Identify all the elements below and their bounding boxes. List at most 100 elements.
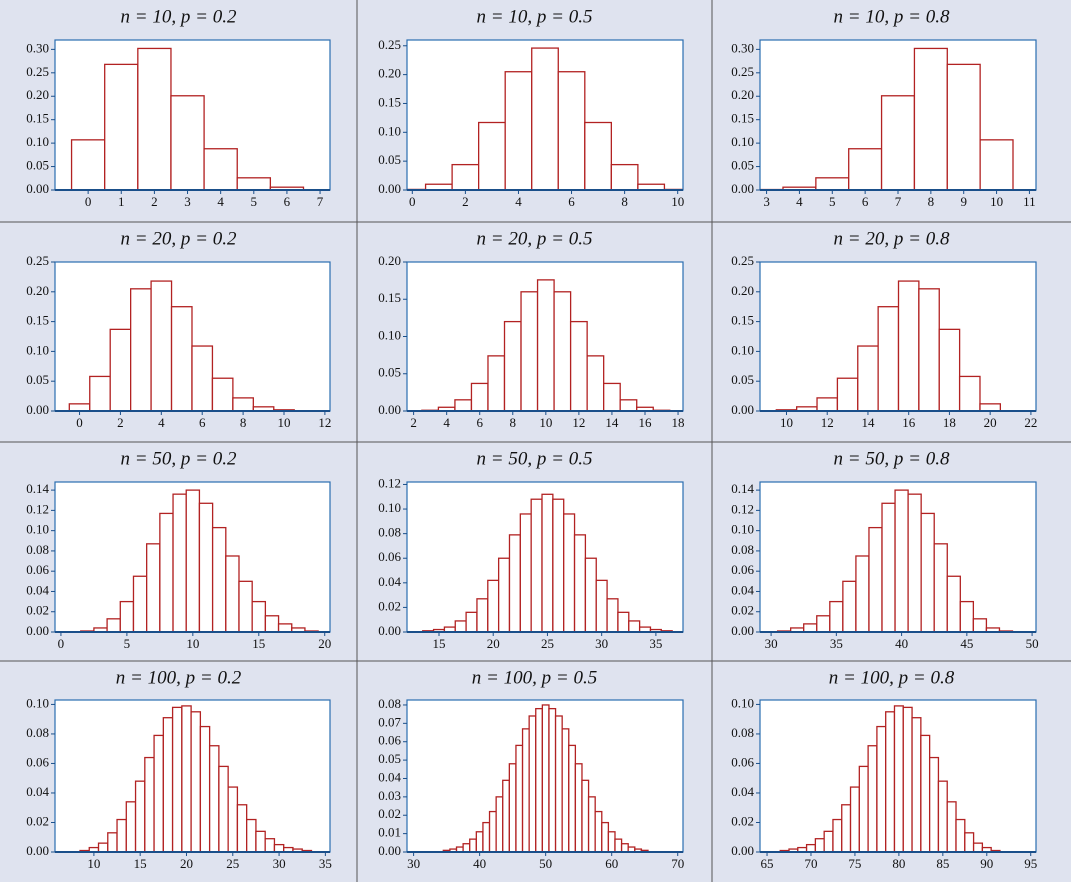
bar [615,839,622,852]
bar [878,307,898,411]
bar [877,727,886,852]
bar [200,727,209,852]
y-tick-label: 0.07 [378,714,401,729]
bar [868,746,877,852]
bar [921,513,934,632]
bar [470,839,477,852]
bar [611,165,638,190]
bar [452,165,479,190]
y-tick-label: 0.06 [731,562,754,577]
y-tick-label: 0.20 [26,87,49,102]
y-tick-label: 0.10 [26,522,49,537]
x-tick-label: 10 [671,194,684,209]
x-tick-label: 10 [186,636,199,651]
x-tick-label: 35 [649,636,662,651]
bar [237,178,270,190]
y-tick-label: 0.00 [378,181,401,196]
x-tick-label: 40 [473,856,486,871]
x-tick-label: 6 [284,194,291,209]
y-tick-label: 0.05 [26,372,49,387]
x-tick-label: 70 [804,856,817,871]
bar [934,544,947,632]
chart-title: n = 100, p = 0.8 [829,667,955,688]
y-tick-label: 0.05 [378,152,401,167]
bar [882,96,915,190]
y-tick-label: 0.15 [378,290,401,305]
bar [960,376,980,411]
bar [980,404,1000,411]
y-tick-label: 0.06 [378,733,401,748]
x-tick-label: 65 [761,856,774,871]
x-tick-label: 30 [407,856,420,871]
bar [233,398,253,411]
y-tick-label: 0.14 [26,481,49,496]
bar [256,831,265,852]
x-tick-label: 60 [605,856,618,871]
bar [108,833,117,852]
bar [856,556,869,632]
x-tick-label: 18 [943,415,956,430]
y-tick-label: 0.30 [26,40,49,55]
bar [147,544,160,632]
bar [483,823,490,852]
y-tick-label: 0.20 [378,66,401,81]
y-tick-label: 0.10 [26,342,49,357]
bar [974,843,983,852]
x-tick-label: 25 [226,856,239,871]
chart-title: n = 100, p = 0.2 [116,667,242,688]
x-tick-label: 10 [539,415,552,430]
bar [151,281,171,411]
bar [608,832,615,852]
x-tick-label: 4 [443,415,450,430]
x-tick-label: 16 [902,415,916,430]
bar [921,735,930,852]
y-tick-label: 0.04 [378,769,401,784]
bar [476,832,483,852]
chart-title: n = 50, p = 0.2 [121,448,237,469]
y-tick-label: 0.08 [26,542,49,557]
bar [192,346,212,411]
bar [463,844,470,852]
bar [479,123,506,191]
x-tick-label: 6 [568,194,575,209]
bar [212,378,232,411]
bar [622,844,629,852]
bar [509,535,520,632]
y-tick-label: 0.03 [378,788,401,803]
y-tick-label: 0.00 [731,843,754,858]
bar [807,845,816,852]
y-tick-label: 0.00 [731,402,754,417]
bar [505,72,532,190]
bar [629,621,640,632]
y-tick-label: 0.02 [731,813,754,828]
x-tick-label: 15 [252,636,265,651]
y-tick-label: 0.10 [378,327,401,342]
y-tick-label: 0.06 [731,754,754,769]
x-tick-label: 0 [85,194,92,209]
bar [930,758,939,852]
y-tick-label: 0.10 [378,123,401,138]
bar [163,718,172,852]
bar [538,280,555,411]
bar [938,781,947,852]
bar [947,576,960,632]
bar [589,797,596,852]
bar [138,48,171,190]
y-tick-label: 0.10 [26,134,49,149]
bar [509,764,516,852]
x-tick-label: 35 [319,856,332,871]
y-tick-label: 0.10 [731,695,754,710]
bar [199,503,212,632]
y-tick-label: 0.15 [731,313,754,328]
x-tick-label: 12 [821,415,834,430]
x-tick-label: 2 [151,194,158,209]
bar [186,490,199,632]
bar [939,329,959,411]
x-tick-label: 0 [409,194,416,209]
y-tick-label: 0.10 [731,342,754,357]
bar [602,823,609,852]
y-tick-label: 0.10 [26,695,49,710]
bar [523,729,530,852]
